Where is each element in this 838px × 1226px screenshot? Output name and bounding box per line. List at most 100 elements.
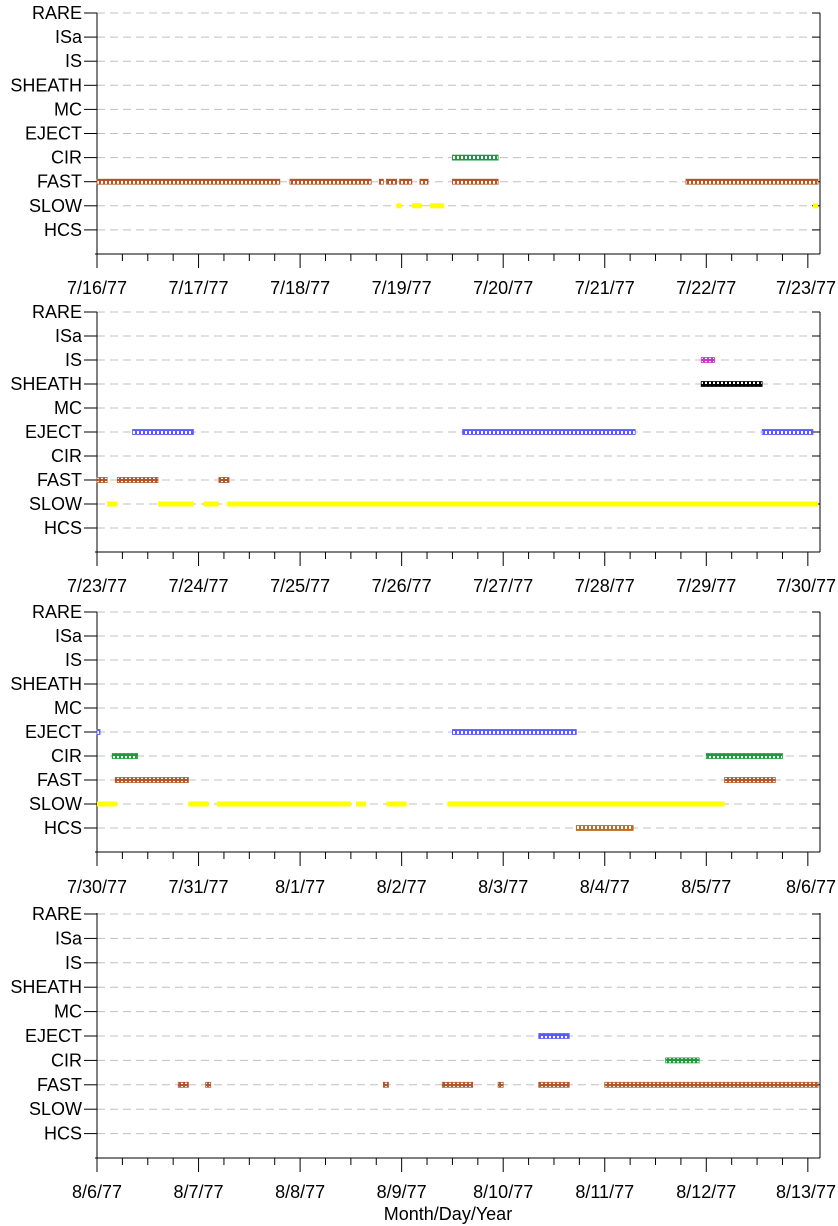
interval-fast [96, 477, 108, 483]
category-label-fast: FAST [37, 770, 82, 790]
category-label-sheath: SHEATH [10, 674, 82, 694]
timeline-panel-3: RARE ISa IS SHEATH MC EJECT CIR FAST SLOW HCS 7/30… [10, 602, 836, 897]
category-label-rare: RARE [32, 3, 82, 23]
category-label-is: IS [65, 51, 82, 71]
interval-cir [111, 753, 139, 759]
x-tick-label: 7/26/77 [372, 576, 432, 596]
interval-slow [107, 501, 118, 507]
category-label-fast: FAST [37, 470, 82, 490]
interval-slow [226, 501, 818, 507]
x-tick-label: 8/8/77 [275, 1182, 325, 1202]
category-label-rare: RARE [32, 602, 82, 622]
x-tick-label: 8/1/77 [275, 877, 325, 897]
x-tick-label: 7/23/77 [67, 576, 127, 596]
interval-slow [430, 203, 445, 209]
category-label-cir: CIR [51, 746, 82, 766]
x-tick-label: 7/23/77 [776, 278, 836, 298]
x-tick-label: 8/2/77 [377, 877, 427, 897]
category-label-slow: SLOW [29, 494, 82, 514]
interval-fast [114, 777, 189, 783]
interval-cir [452, 154, 499, 161]
category-label-isa: ISa [55, 928, 83, 948]
category-label-mc: MC [54, 1002, 82, 1022]
interval-cir [705, 753, 783, 759]
category-label-slow: SLOW [29, 1099, 82, 1119]
x-tick-label: 8/5/77 [681, 877, 731, 897]
category-label-is: IS [65, 953, 82, 973]
x-tick-label: 7/29/77 [676, 576, 736, 596]
category-label-mc: MC [54, 99, 82, 119]
interval-slow [447, 801, 725, 807]
category-label-isa: ISa [55, 626, 83, 646]
category-label-fast: FAST [37, 172, 82, 192]
interval-fast [685, 178, 819, 185]
x-tick-label: 7/19/77 [372, 278, 432, 298]
interval-fast [441, 1081, 474, 1088]
interval-fast [452, 178, 499, 185]
interval-fast [382, 1081, 389, 1088]
interval-hcs [575, 825, 634, 831]
interval-fast [538, 1081, 570, 1088]
x-axis-title: Month/Day/Year [384, 1204, 512, 1224]
category-label-cir: CIR [51, 148, 82, 168]
x-tick-label: 7/17/77 [169, 278, 229, 298]
interval-eject [462, 429, 636, 435]
interval-eject [96, 729, 101, 735]
x-tick-label: 8/11/77 [575, 1182, 634, 1202]
interval-fast [378, 178, 384, 185]
interval-fast [177, 1081, 189, 1088]
interval-fast [116, 477, 159, 483]
x-tick-label: 7/24/77 [169, 576, 229, 596]
x-tick-label: 8/12/77 [676, 1182, 736, 1202]
interval-cir [665, 1057, 700, 1064]
x-tick-label: 7/25/77 [270, 576, 330, 596]
interval-slow [386, 801, 407, 807]
category-label-hcs: HCS [44, 1124, 82, 1144]
x-tick-label: 8/7/77 [174, 1182, 224, 1202]
category-label-cir: CIR [51, 446, 82, 466]
interval-slow [355, 801, 367, 807]
category-label-isa: ISa [55, 326, 83, 346]
category-label-mc: MC [54, 698, 82, 718]
interval-slow [97, 801, 118, 807]
interval-fast [399, 178, 413, 185]
category-label-mc: MC [54, 398, 82, 418]
timeline-panel-1: RARE ISa IS SHEATH MC EJECT CIR FAST SLOW HCS 7/16… [10, 3, 836, 298]
category-label-sheath: SHEATH [10, 374, 82, 394]
interval-eject [538, 1033, 570, 1039]
category-label-is: IS [65, 650, 82, 670]
category-label-rare: RARE [32, 904, 82, 924]
x-tick-label: 8/10/77 [473, 1182, 533, 1202]
x-tick-label: 7/31/77 [169, 877, 229, 897]
interval-sheath [700, 381, 763, 387]
x-tick-label: 7/27/77 [473, 576, 533, 596]
x-tick-label: 7/21/77 [575, 278, 635, 298]
interval-fast [205, 1081, 212, 1088]
category-label-fast: FAST [37, 1075, 82, 1095]
category-label-eject: EJECT [25, 124, 82, 144]
category-label-cir: CIR [51, 1050, 82, 1070]
interval-slow [411, 203, 422, 209]
category-label-hcs: HCS [44, 818, 82, 838]
timeline-panel-2: RARE ISa IS SHEATH MC EJECT CIR FAST SLOW HCS 7/23… [10, 302, 836, 596]
interval-eject [761, 429, 814, 435]
x-tick-label: 7/18/77 [270, 278, 330, 298]
x-tick-label: 8/6/77 [72, 1182, 122, 1202]
interval-slow [812, 203, 818, 209]
interval-fast [218, 477, 230, 483]
interval-slow [396, 203, 402, 209]
interval-is [700, 357, 715, 363]
interval-fast [386, 178, 397, 185]
x-tick-label: 7/28/77 [575, 576, 635, 596]
interval-fast [604, 1081, 819, 1088]
interval-fast [289, 178, 372, 185]
category-label-isa: ISa [55, 27, 83, 47]
x-tick-label: 8/4/77 [580, 877, 630, 897]
x-tick-label: 7/30/77 [67, 877, 127, 897]
category-label-hcs: HCS [44, 220, 82, 240]
x-tick-label: 8/6/77 [786, 877, 836, 897]
x-tick-label: 8/9/77 [377, 1182, 427, 1202]
interval-fast [724, 777, 776, 783]
category-label-rare: RARE [32, 302, 82, 322]
